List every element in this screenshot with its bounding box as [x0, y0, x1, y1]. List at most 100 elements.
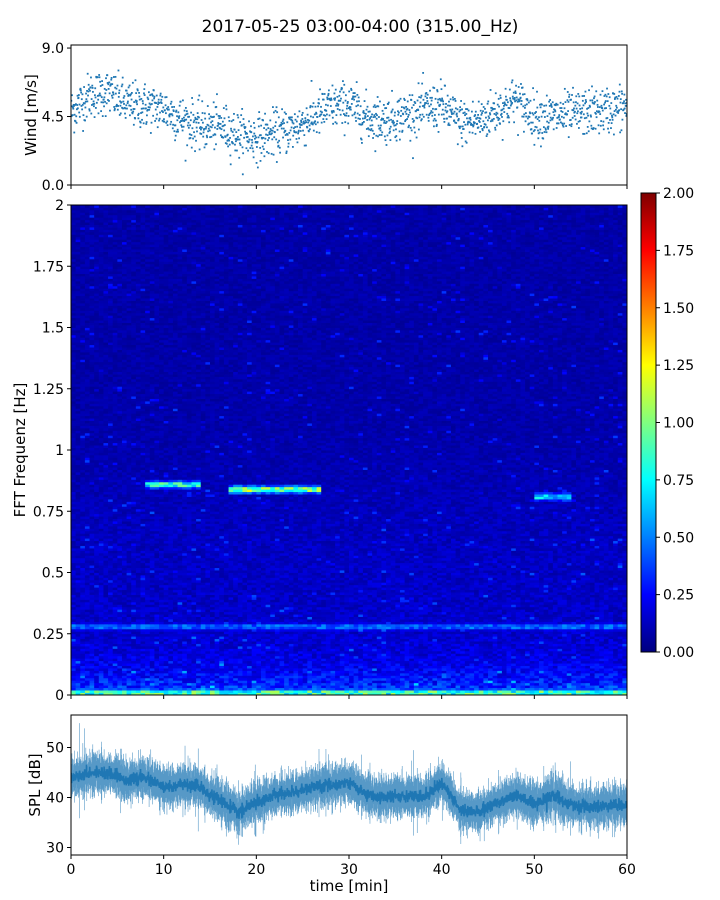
wind-point	[148, 106, 151, 109]
spectrogram-cell	[460, 665, 466, 669]
spectrogram-cell	[423, 680, 429, 684]
spectrogram-cell	[256, 641, 262, 644]
wind-point	[510, 100, 513, 103]
spectrogram-cell	[455, 675, 461, 679]
spectrogram-cell	[390, 658, 396, 662]
spectrogram-cell	[210, 653, 216, 657]
spectrogram-cell	[557, 648, 563, 652]
wind-y-tick-label: 0.0	[42, 178, 64, 194]
spectrogram-cell	[613, 660, 619, 664]
spectrogram-cell	[103, 692, 109, 695]
spectrogram-cell	[112, 692, 118, 695]
spectrogram-cell	[265, 628, 271, 632]
spectrogram-cell	[381, 660, 387, 664]
spectrogram-cell	[154, 628, 160, 632]
spectrogram-cell	[265, 643, 271, 647]
spectrogram-cell	[200, 668, 206, 671]
spectrogram-cell	[159, 633, 165, 637]
spectrogram-cell	[168, 692, 174, 695]
spectrogram-cell	[265, 655, 271, 659]
spectrogram-cell	[589, 646, 595, 649]
spectrogram-cell	[321, 636, 327, 640]
wind-point	[320, 105, 322, 108]
spectrogram-cell	[571, 672, 577, 676]
wind-point	[181, 117, 184, 120]
spectrogram-cell	[321, 672, 327, 676]
wind-point	[272, 111, 275, 114]
spectrogram-cell	[520, 663, 526, 666]
spectrogram-cell	[450, 643, 456, 647]
spectrogram-cell	[353, 675, 359, 679]
spectrogram-cell	[353, 685, 359, 689]
spectrogram-cell	[126, 665, 132, 669]
wind-point	[373, 114, 376, 117]
spectrogram-cell	[330, 660, 336, 664]
spectrogram-cell	[534, 675, 540, 679]
wind-point	[318, 102, 320, 105]
spectrogram-cell	[548, 648, 554, 652]
spectrogram-cell	[376, 628, 382, 632]
spectrogram-cell	[390, 692, 396, 695]
wind-point	[336, 108, 339, 110]
spectrogram-cell	[585, 690, 591, 693]
spectrogram-cell	[172, 633, 178, 637]
spectrogram-cell	[270, 680, 276, 684]
wind-point	[418, 116, 421, 119]
spectrogram-cell	[455, 687, 461, 691]
spectrogram-cell	[200, 638, 206, 642]
spectrogram-cell	[455, 677, 461, 681]
spectrogram-cell	[284, 668, 290, 671]
wind-point	[564, 112, 567, 115]
spectrogram-cell	[515, 636, 521, 640]
spectrogram-cell	[538, 658, 544, 662]
wind-point	[529, 99, 532, 102]
spectrogram-cell	[488, 668, 494, 671]
spectrogram-cell	[149, 650, 155, 654]
wind-point	[289, 129, 292, 132]
spectrogram-cell	[548, 653, 554, 657]
wind-point	[319, 110, 322, 113]
wind-point	[264, 112, 266, 115]
wind-point	[380, 134, 383, 136]
spectrogram-cell	[349, 665, 355, 669]
spectrogram-cell	[432, 653, 438, 657]
wind-point	[309, 106, 312, 109]
spectrogram-cell	[520, 668, 526, 671]
spectrogram-cell	[372, 663, 378, 666]
spectrogram-cell	[488, 631, 494, 635]
wind-point	[97, 94, 100, 97]
wind-point	[71, 105, 74, 108]
spectrogram-cell	[260, 660, 266, 664]
spectrogram-cell	[89, 668, 95, 671]
spectrogram-cell	[483, 690, 489, 693]
spectrogram-cell	[177, 692, 183, 695]
spectrogram-cell	[367, 690, 373, 693]
spectrogram-cell	[603, 658, 609, 662]
wind-point	[372, 137, 374, 139]
spectrogram-cell	[80, 682, 86, 686]
spectrogram-cell	[117, 672, 123, 676]
spectrogram-cell	[75, 638, 81, 642]
wind-point	[314, 120, 317, 123]
wind-point	[324, 114, 327, 117]
spectrogram-cell	[145, 655, 151, 659]
spectrogram-cell	[205, 663, 211, 666]
spectrogram-cell	[474, 685, 480, 689]
spectrogram-cell	[474, 636, 480, 640]
spectrogram-cell	[274, 665, 280, 669]
spectrogram-cell	[580, 658, 586, 662]
spectrogram-cell	[404, 638, 410, 642]
spectrogram-cell	[233, 638, 239, 642]
spectrogram-cell	[599, 633, 605, 637]
spectrogram-cell	[557, 660, 563, 664]
spectrogram-cell	[214, 665, 220, 669]
spectrogram-cell	[474, 628, 480, 632]
spectrogram-cell	[404, 670, 410, 674]
wind-point	[316, 116, 319, 118]
wind-point	[299, 126, 301, 129]
spectrogram-cell	[455, 690, 461, 693]
spectrogram-cell	[325, 631, 331, 635]
spectrogram-cell	[205, 680, 211, 684]
spectrogram-cell	[214, 668, 220, 671]
spectrogram-cell	[367, 638, 373, 642]
